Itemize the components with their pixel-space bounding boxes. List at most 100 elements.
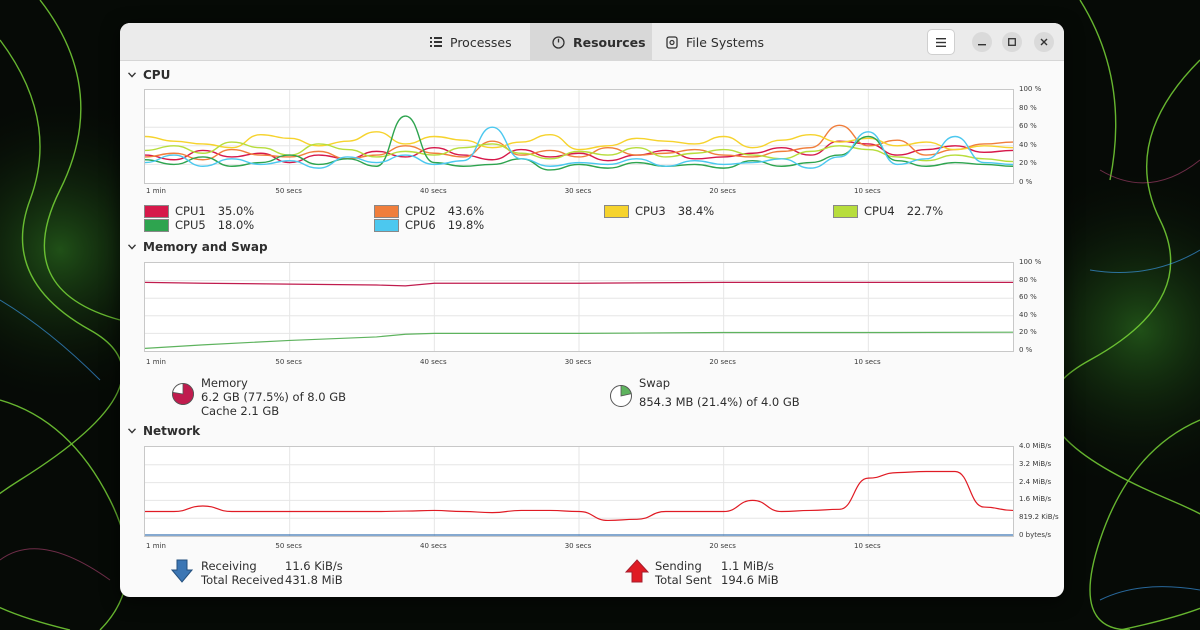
chevron-down-icon [128,72,136,78]
network-y-tick-label: 819.2 KiB/s [1019,513,1059,522]
series-line-cpu2 [145,124,1013,161]
swap-used-value: 854.3 MB (21.4%) of 4.0 GB [639,395,800,409]
cpu3-color-swatch[interactable] [604,204,629,218]
memory-y-tick-label: 100 % [1019,258,1042,266]
cpu4-value: 22.7% [906,204,944,218]
swap-label: Swap [639,376,671,390]
memory-y-tick-label: 20 % [1019,328,1037,337]
cpu5-color-swatch[interactable] [144,218,169,232]
memory-history-graph [144,262,1014,352]
total-sent-label: Total Sent [655,573,712,587]
memory-cache-value: Cache 2.1 GB [201,404,280,418]
minimize-icon [978,44,986,46]
cpu3-value: 38.4% [677,204,715,218]
cpu4-label: CPU4 [864,204,895,218]
sending-arrow-icon[interactable] [625,559,649,583]
minimize-button[interactable] [972,32,992,52]
cpu1-label: CPU1 [175,204,206,218]
receiving-label: Receiving [201,559,257,573]
tab-file-systems-label: File Systems [686,34,765,50]
cpu6-legend[interactable]: CPU6 19.8% [374,218,484,232]
cpu-x-tick-label: 1 min [146,187,166,195]
system-monitor-window: Processes Resources File Systems [120,23,1064,597]
sending-label: Sending [655,559,702,573]
cpu-x-tick-label: 40 secs [420,187,447,195]
cpu6-label: CPU6 [405,218,436,232]
cpu-y-tick-label: 80 % [1019,103,1037,112]
memory-label: Memory [201,376,248,390]
memory-section-header[interactable]: Memory and Swap [128,240,268,254]
swap-usage-pie-icon[interactable] [609,384,633,408]
network-x-tick-label: 40 secs [420,542,447,550]
cpu-section-header[interactable]: CPU [128,68,170,82]
series-line-cpu6 [145,126,1013,169]
network-x-tick-label: 50 secs [275,542,302,550]
memory-stats: Memory 6.2 GB (77.5%) of 8.0 GB Cache 2.… [201,376,346,418]
cpu-y-tick-label: 20 % [1019,159,1037,168]
chevron-down-icon [128,244,136,250]
total-received-value: 431.8 MiB [285,573,343,587]
maximize-button[interactable] [1002,32,1022,52]
cpu3-legend[interactable]: CPU3 38.4% [604,204,714,218]
memory-y-tick-label: 60 % [1019,293,1037,302]
cpu5-label: CPU5 [175,218,206,232]
cpu-plot-area [145,90,1013,183]
cpu5-legend[interactable]: CPU5 18.0% [144,218,254,232]
gauge-icon [552,35,565,49]
sending-value: 1.1 MiB/s [721,559,774,573]
network-x-tick-label: 30 secs [564,542,592,550]
memory-x-tick-label: 10 secs [854,358,881,366]
tab-resources-label: Resources [573,34,646,50]
main-menu-button[interactable] [927,29,955,55]
receiving-arrow-icon[interactable] [171,559,193,583]
memory-y-tick-label: 0 % [1019,346,1033,354]
tab-file-systems[interactable]: File Systems [656,23,786,61]
total-sent-value: 194.6 MiB [721,573,779,587]
sending-stats: Sending 1.1 MiB/s Total Sent 194.6 MiB [655,559,779,587]
network-y-tick-label: 2.4 MiB/s [1019,477,1052,486]
memory-used-value: 6.2 GB (77.5%) of 8.0 GB [201,390,347,404]
maximize-icon [1008,38,1016,46]
cpu2-value: 43.6% [447,204,485,218]
cpu1-legend[interactable]: CPU1 35.0% [144,204,254,218]
tab-resources[interactable]: Resources [530,23,652,61]
cpu-y-tick-label: 60 % [1019,122,1037,131]
series-line-memory [145,281,1013,287]
cpu2-color-swatch[interactable] [374,204,399,218]
memory-section-title: Memory and Swap [143,240,268,254]
cpu3-label: CPU3 [635,204,666,218]
memory-x-tick-label: 40 secs [420,358,447,366]
network-y-tick-label: 1.6 MiB/s [1019,495,1052,504]
network-plot-area [145,447,1013,536]
cpu2-legend[interactable]: CPU2 43.6% [374,204,484,218]
memory-x-tick-label: 30 secs [564,358,592,366]
memory-usage-pie-icon[interactable] [171,382,195,406]
cpu6-value: 19.8% [447,218,485,232]
network-x-tick-label: 20 secs [709,542,736,550]
cpu6-color-swatch[interactable] [374,218,399,232]
chevron-down-icon [128,428,136,434]
network-y-tick-label: 0 bytes/s [1019,531,1051,539]
cpu5-value: 18.0% [217,218,255,232]
memory-y-tick-label: 80 % [1019,275,1037,284]
cpu-x-tick-label: 50 secs [275,187,302,195]
memory-plot-area [145,263,1013,351]
memory-y-tick-label: 40 % [1019,310,1037,319]
cpu-history-graph [144,89,1014,184]
cpu4-color-swatch[interactable] [833,204,858,218]
cpu2-label: CPU2 [405,204,436,218]
tab-processes[interactable]: Processes [420,23,530,61]
list-icon [430,37,442,47]
network-y-tick-label: 4.0 MiB/s [1019,442,1052,450]
close-icon [1040,38,1048,46]
receiving-value: 11.6 KiB/s [285,559,343,573]
cpu1-color-swatch[interactable] [144,204,169,218]
cpu-y-tick-label: 40 % [1019,140,1037,149]
series-line-cpu3 [145,131,1013,151]
series-line-swap [145,331,1013,349]
cpu4-legend[interactable]: CPU4 22.7% [833,204,943,218]
cpu-x-tick-label: 10 secs [854,187,881,195]
close-button[interactable] [1034,32,1054,52]
network-section-header[interactable]: Network [128,424,200,438]
cpu-x-tick-label: 20 secs [709,187,736,195]
